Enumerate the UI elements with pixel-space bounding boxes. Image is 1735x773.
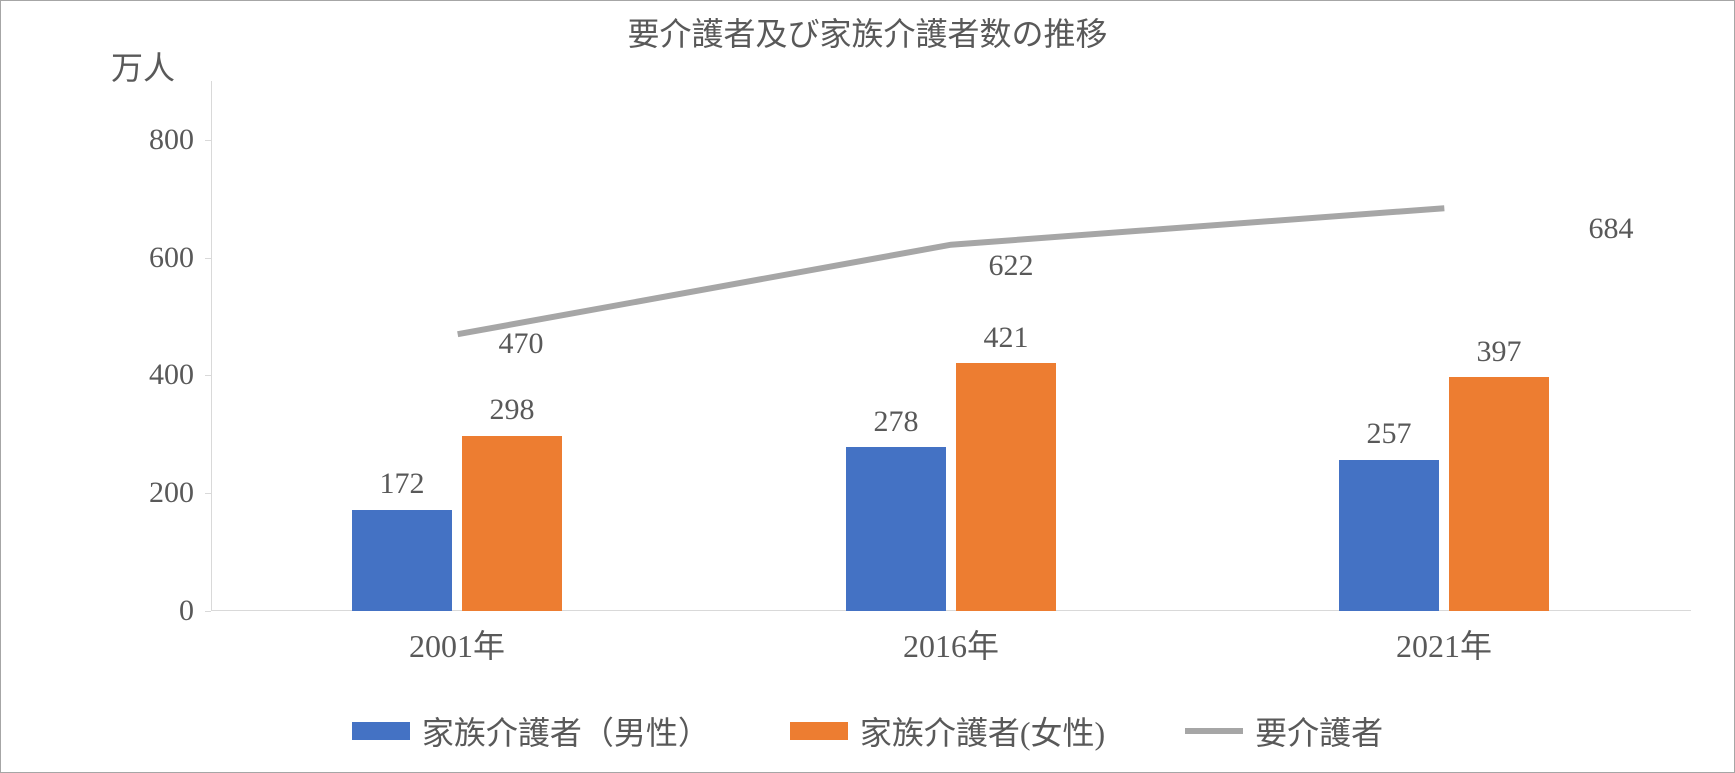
label-line-2021: 684 — [1589, 212, 1634, 246]
label-male-2021: 257 — [1367, 417, 1412, 451]
y-tick-0: 0 — [114, 594, 194, 628]
bar-male-2021 — [1339, 460, 1439, 611]
legend-swatch-orange — [790, 722, 848, 740]
legend-swatch-line — [1185, 728, 1243, 734]
y-axis-unit: 万人 — [111, 43, 175, 89]
label-line-2001: 470 — [499, 327, 544, 361]
legend-label-male: 家族介護者（男性） — [422, 708, 710, 754]
legend-item-line: 要介護者 — [1185, 708, 1383, 754]
bar-female-2016 — [956, 363, 1056, 611]
y-tick-1: 200 — [114, 476, 194, 510]
x-cat-1: 2016年 — [903, 621, 999, 667]
bar-male-2016 — [846, 447, 946, 611]
y-tick-2: 400 — [114, 358, 194, 392]
y-axis-line — [211, 81, 212, 611]
bar-female-2021 — [1449, 377, 1549, 611]
label-male-2016: 278 — [874, 405, 919, 439]
y-tick-3: 600 — [114, 241, 194, 275]
label-female-2021: 397 — [1477, 335, 1522, 369]
y-tick-4: 800 — [114, 123, 194, 157]
chart-container: 要介護者及び家族介護者数の推移 万人 0 200 400 600 800 172… — [0, 0, 1735, 773]
label-female-2016: 421 — [984, 321, 1029, 355]
label-male-2001: 172 — [380, 467, 425, 501]
bar-male-2001 — [352, 510, 452, 611]
legend-item-male: 家族介護者（男性） — [352, 708, 710, 754]
label-line-2016: 622 — [989, 249, 1034, 283]
legend-swatch-blue — [352, 722, 410, 740]
chart-title: 要介護者及び家族介護者数の推移 — [1, 9, 1734, 55]
y-tick-mark — [205, 611, 211, 612]
label-female-2001: 298 — [490, 393, 535, 427]
bar-female-2001 — [462, 436, 562, 611]
legend-item-female: 家族介護者(女性) — [790, 708, 1105, 754]
x-cat-2: 2021年 — [1396, 621, 1492, 667]
legend: 家族介護者（男性） 家族介護者(女性) 要介護者 — [1, 708, 1734, 754]
legend-label-line: 要介護者 — [1255, 708, 1383, 754]
legend-label-female: 家族介護者(女性) — [860, 708, 1105, 754]
x-cat-0: 2001年 — [409, 621, 505, 667]
plot-area: 172 298 278 421 257 397 470 622 684 — [211, 81, 1691, 611]
